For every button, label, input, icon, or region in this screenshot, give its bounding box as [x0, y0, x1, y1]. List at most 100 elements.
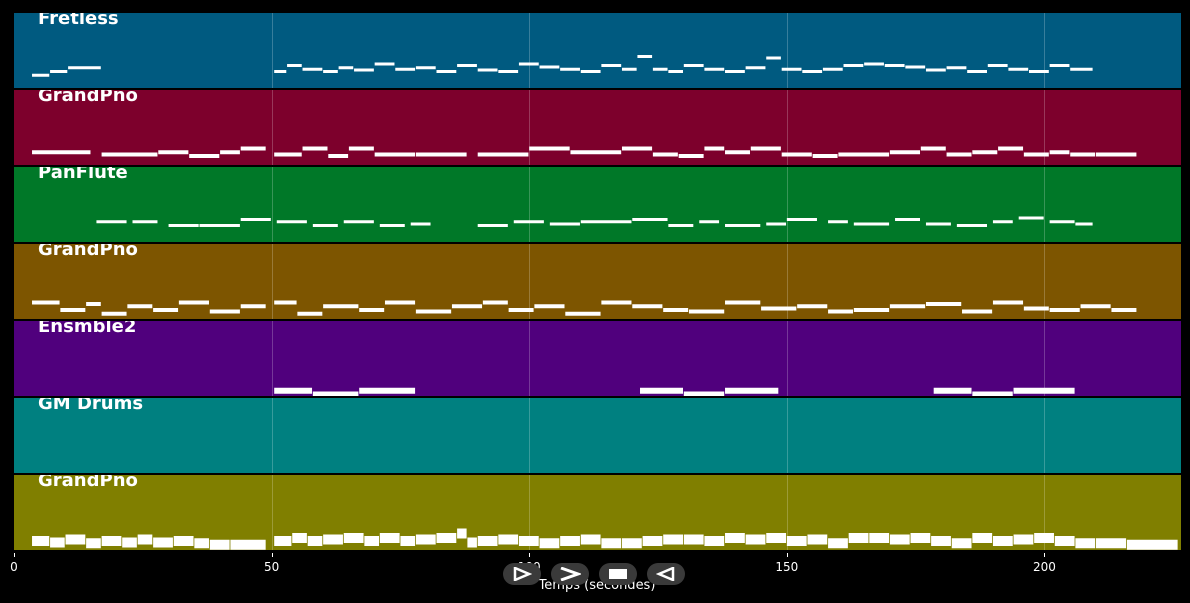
note [1075, 222, 1093, 226]
note [946, 152, 972, 157]
note [601, 64, 622, 67]
note [297, 311, 323, 316]
note [230, 539, 266, 550]
track-name: GrandPno [38, 475, 138, 491]
play-icon [513, 567, 532, 581]
gridline [271, 167, 273, 242]
forward-icon [560, 567, 581, 581]
note [508, 308, 534, 312]
note [1008, 67, 1029, 71]
note [889, 534, 910, 545]
note [678, 154, 704, 158]
note [240, 146, 266, 151]
note [343, 533, 364, 543]
note [374, 152, 416, 157]
tick-mark [529, 553, 531, 557]
rewind-button[interactable] [647, 563, 685, 585]
note [766, 222, 787, 226]
note [972, 150, 998, 155]
note [153, 308, 179, 312]
note [750, 146, 781, 151]
note [354, 68, 374, 72]
track[interactable]: PanFlute [14, 167, 1181, 242]
note [1054, 536, 1075, 546]
note [683, 391, 725, 396]
note [925, 302, 962, 306]
note [580, 534, 601, 545]
note [539, 65, 560, 69]
note [274, 152, 302, 157]
note [384, 300, 416, 305]
track[interactable]: Fretless [14, 13, 1181, 88]
tracks-area: Fretless GrandPno PanFlute GrandPno Ensmble2… [14, 13, 1181, 553]
track[interactable]: GrandPno [14, 90, 1181, 165]
stop-button[interactable] [599, 563, 637, 585]
note [415, 152, 467, 157]
note [178, 300, 209, 305]
note [632, 218, 668, 221]
note [137, 534, 153, 545]
note [410, 222, 431, 226]
note [348, 146, 374, 151]
note [379, 533, 400, 543]
track-name: GrandPno [38, 90, 138, 106]
note [122, 537, 137, 548]
note [1034, 533, 1054, 543]
note [668, 70, 684, 73]
gridline [786, 398, 788, 473]
gridline [1044, 13, 1046, 88]
note [240, 218, 271, 221]
note [534, 304, 565, 309]
track[interactable]: Ensmble2 [14, 321, 1181, 396]
note [338, 66, 354, 70]
gridline [271, 398, 273, 473]
note [60, 308, 86, 312]
forward-button[interactable] [551, 563, 589, 585]
note [864, 62, 884, 66]
gridline [786, 167, 788, 242]
rewind-icon [656, 567, 675, 581]
note [302, 67, 323, 71]
note [812, 154, 838, 158]
note [956, 224, 987, 227]
note [802, 70, 823, 73]
note [951, 538, 972, 549]
note [477, 152, 529, 157]
note [158, 150, 189, 155]
note [1049, 308, 1080, 312]
track[interactable]: GrandPno [14, 475, 1181, 550]
note [745, 534, 766, 545]
note [962, 309, 993, 314]
note [312, 224, 338, 227]
note [853, 222, 890, 226]
note [467, 537, 477, 548]
note [549, 222, 580, 226]
gridline [271, 13, 273, 88]
note [828, 309, 854, 314]
note [560, 536, 580, 546]
note [482, 300, 508, 305]
note [621, 538, 642, 549]
note [323, 70, 338, 73]
note [276, 220, 307, 224]
play-button[interactable] [503, 563, 541, 585]
gridline [271, 475, 273, 550]
track[interactable]: GM Drums [14, 398, 1181, 473]
tick-label: 0 [10, 560, 18, 574]
note [570, 150, 622, 155]
note [477, 68, 498, 72]
note [663, 534, 684, 545]
note [889, 304, 926, 309]
note [513, 220, 544, 224]
track[interactable]: GrandPno [14, 244, 1181, 319]
note [32, 73, 50, 77]
note [828, 220, 848, 224]
note [637, 55, 653, 58]
note [498, 534, 519, 545]
note [967, 70, 987, 73]
note [274, 70, 287, 73]
note [848, 533, 869, 543]
note [781, 152, 812, 157]
note [343, 220, 374, 224]
note [274, 300, 297, 305]
